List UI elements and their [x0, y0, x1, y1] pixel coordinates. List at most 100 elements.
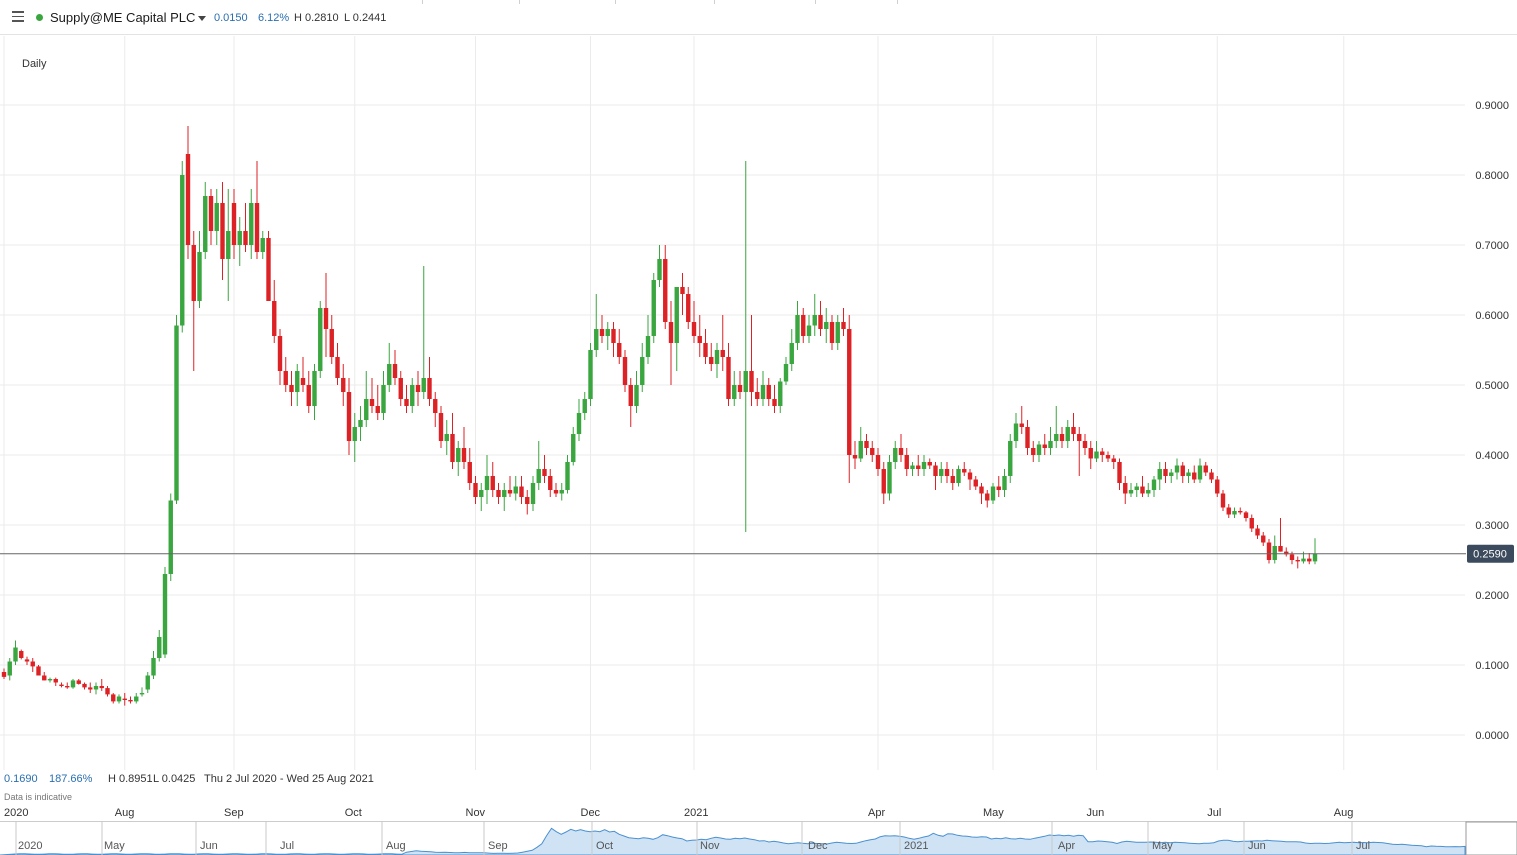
- candle-body: [824, 322, 829, 329]
- candle-body: [1157, 469, 1162, 480]
- candle-body: [634, 385, 639, 406]
- candle-body: [841, 322, 846, 329]
- period-label[interactable]: Daily: [22, 58, 47, 70]
- candle-body: [346, 392, 352, 441]
- low-value: L 0.2441: [344, 12, 387, 24]
- y-axis: 0.9000 0.8000 0.7000 0.6000 0.5000 0.4000 0.30…: [1475, 100, 1509, 742]
- candle-body: [1134, 486, 1139, 490]
- candle-body: [116, 696, 122, 702]
- candle-body: [404, 399, 409, 406]
- candle-body: [760, 385, 766, 399]
- x-tick-label: 2021: [684, 807, 709, 819]
- candle-body: [450, 434, 455, 462]
- candle-body: [818, 315, 823, 329]
- candle-body: [852, 455, 858, 459]
- candle-body: [438, 413, 444, 441]
- range-change: 0.1690: [4, 773, 38, 785]
- candle-body: [875, 455, 881, 469]
- candle-body: [904, 455, 909, 469]
- candle-body: [7, 661, 12, 676]
- candle-body: [1002, 476, 1007, 490]
- candle-body: [1174, 465, 1180, 473]
- candle-body: [870, 448, 875, 455]
- candle-body: [398, 378, 403, 399]
- chevron-down-icon[interactable]: [198, 16, 206, 21]
- navigator-handle: [1465, 821, 1517, 855]
- candle-body: [565, 462, 570, 490]
- candle-body: [1238, 511, 1243, 513]
- candle-body: [720, 350, 725, 357]
- candle-body: [513, 486, 518, 494]
- candle-body: [433, 399, 438, 413]
- candle-body: [691, 322, 697, 336]
- header-divider: [714, 0, 715, 4]
- candle-body: [180, 175, 185, 326]
- candle-body: [829, 322, 835, 343]
- menu-icon[interactable]: [12, 11, 24, 22]
- candle-body: [1105, 455, 1111, 459]
- candle-body: [42, 675, 47, 681]
- candle-body: [944, 469, 950, 476]
- y-tick-label: 0.4000: [1475, 450, 1509, 462]
- candle-body: [53, 679, 58, 683]
- candle-body: [208, 196, 214, 231]
- candle-body: [1071, 427, 1076, 434]
- candle-body: [1082, 441, 1088, 448]
- candle-body: [1169, 472, 1174, 476]
- candle-body: [611, 329, 616, 343]
- y-tick-label: 0.2000: [1475, 590, 1509, 602]
- candle-body: [254, 203, 260, 252]
- candle-body: [111, 694, 116, 702]
- candle-body: [82, 683, 87, 688]
- candle-body: [996, 486, 1001, 490]
- candle-body: [289, 385, 294, 392]
- navigator-label: May: [104, 840, 125, 852]
- candle-body: [358, 420, 363, 427]
- candle-body: [801, 315, 806, 336]
- candle-body: [737, 385, 743, 392]
- candle-body: [1243, 512, 1249, 518]
- candle-body: [226, 231, 231, 259]
- candle-body: [651, 280, 656, 336]
- candle-body: [1307, 558, 1312, 562]
- x-tick-label: Aug: [1333, 807, 1354, 819]
- candle-body: [1232, 511, 1237, 515]
- candle-body: [191, 245, 196, 301]
- candle-body: [1042, 444, 1047, 448]
- candle-body: [122, 698, 127, 700]
- x-tick-label: Jun: [1086, 807, 1105, 819]
- candle-body: [835, 322, 840, 343]
- candle-body: [105, 688, 110, 695]
- range-low: L 0.0425: [153, 773, 196, 785]
- candle-body: [1192, 472, 1197, 480]
- candle-body: [622, 357, 628, 385]
- candle-body: [1295, 560, 1300, 562]
- navigator-label: Jun: [1248, 840, 1266, 852]
- y-tick-label: 0.5000: [1475, 380, 1509, 392]
- instrument-name[interactable]: Supply@ME Capital PLC: [50, 10, 196, 25]
- navigator-label: May: [1152, 840, 1173, 852]
- candle-body: [421, 378, 426, 392]
- navigator[interactable]: [0, 821, 1517, 855]
- header-divider: [422, 0, 423, 4]
- candle-body: [525, 497, 530, 504]
- candle-body: [709, 357, 714, 364]
- candle-body: [927, 462, 932, 466]
- navigator-label: Jun: [200, 840, 218, 852]
- candle-body: [231, 203, 237, 245]
- candle-body: [249, 203, 254, 245]
- candle-body: [427, 378, 432, 399]
- candle-body: [162, 574, 168, 655]
- candle-body: [1146, 490, 1151, 494]
- candle-body: [847, 329, 852, 455]
- candle-body: [323, 308, 329, 329]
- candle-body: [674, 287, 679, 343]
- x-tick-label: May: [983, 807, 1004, 819]
- candle-body: [93, 686, 99, 690]
- candle-body: [352, 427, 357, 441]
- candle-body: [151, 658, 156, 676]
- candle-body: [749, 371, 754, 392]
- candle-body: [369, 399, 375, 406]
- candle-body: [1180, 465, 1185, 476]
